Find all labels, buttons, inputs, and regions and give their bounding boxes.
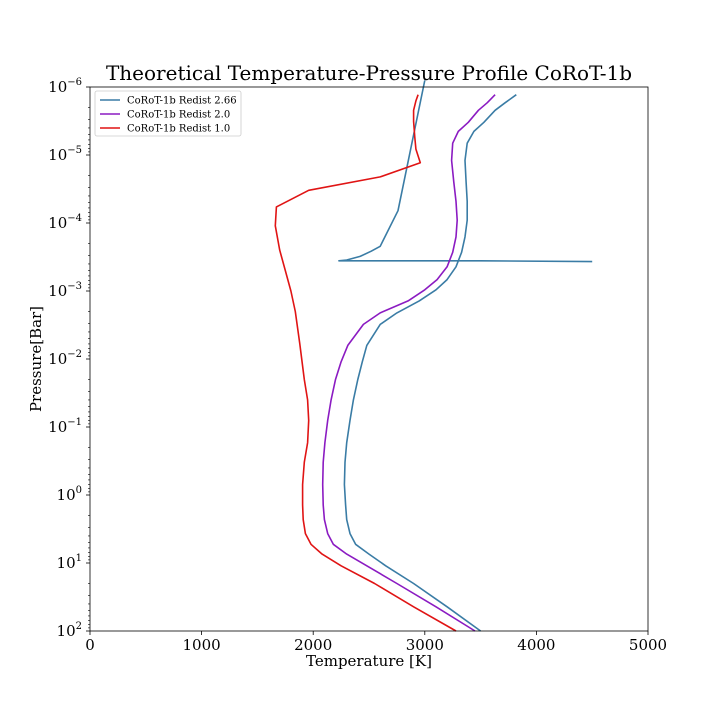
y-tick-label: 102 [57, 621, 82, 640]
y-tick-label: 10−1 [48, 417, 82, 436]
y-tick-label: 101 [57, 553, 82, 572]
legend-label: CoRoT-1b Redist 2.66 [127, 96, 237, 107]
series-layer [274, 80, 593, 632]
y-tick-label: 10−2 [48, 349, 82, 368]
x-tick-label: 2000 [294, 636, 332, 654]
y-tick-label: 10−6 [48, 77, 82, 96]
chart-title: Theoretical Temperature-Pressure Profile… [106, 61, 632, 85]
x-tick-label: 4000 [517, 636, 555, 654]
y-axis-label: Pressure[Bar] [27, 306, 45, 412]
series-line-4 [274, 94, 457, 632]
series-line-1 [343, 94, 517, 632]
legend: CoRoT-1b Redist 2.66 CoRoT-1b Redist 2.0 C… [94, 90, 242, 137]
x-axis-label: Temperature [K] [306, 652, 432, 670]
series-line-3 [321, 94, 496, 632]
y-tick-label: 100 [57, 485, 82, 504]
y-tick-label: 10−5 [48, 145, 82, 164]
legend-label: CoRoT-1b Redist 2.0 [127, 110, 230, 121]
legend-label: CoRoT-1b Redist 1.0 [127, 124, 230, 135]
series-line-2 [338, 80, 593, 263]
y-tick-label: 10−4 [48, 213, 82, 232]
x-tick-label: 5000 [629, 636, 667, 654]
legend-box [94, 90, 242, 137]
y-axis-ticks: 10−6 10−5 10−4 10−3 10−2 10−1 100 101 102 [48, 77, 90, 640]
x-axis-ticks: 0 1000 2000 3000 4000 5000 [85, 631, 667, 654]
y-tick-label: 10−3 [48, 281, 82, 300]
x-tick-label: 3000 [406, 636, 444, 654]
x-tick-label: 0 [85, 636, 95, 654]
x-tick-label: 1000 [183, 636, 221, 654]
